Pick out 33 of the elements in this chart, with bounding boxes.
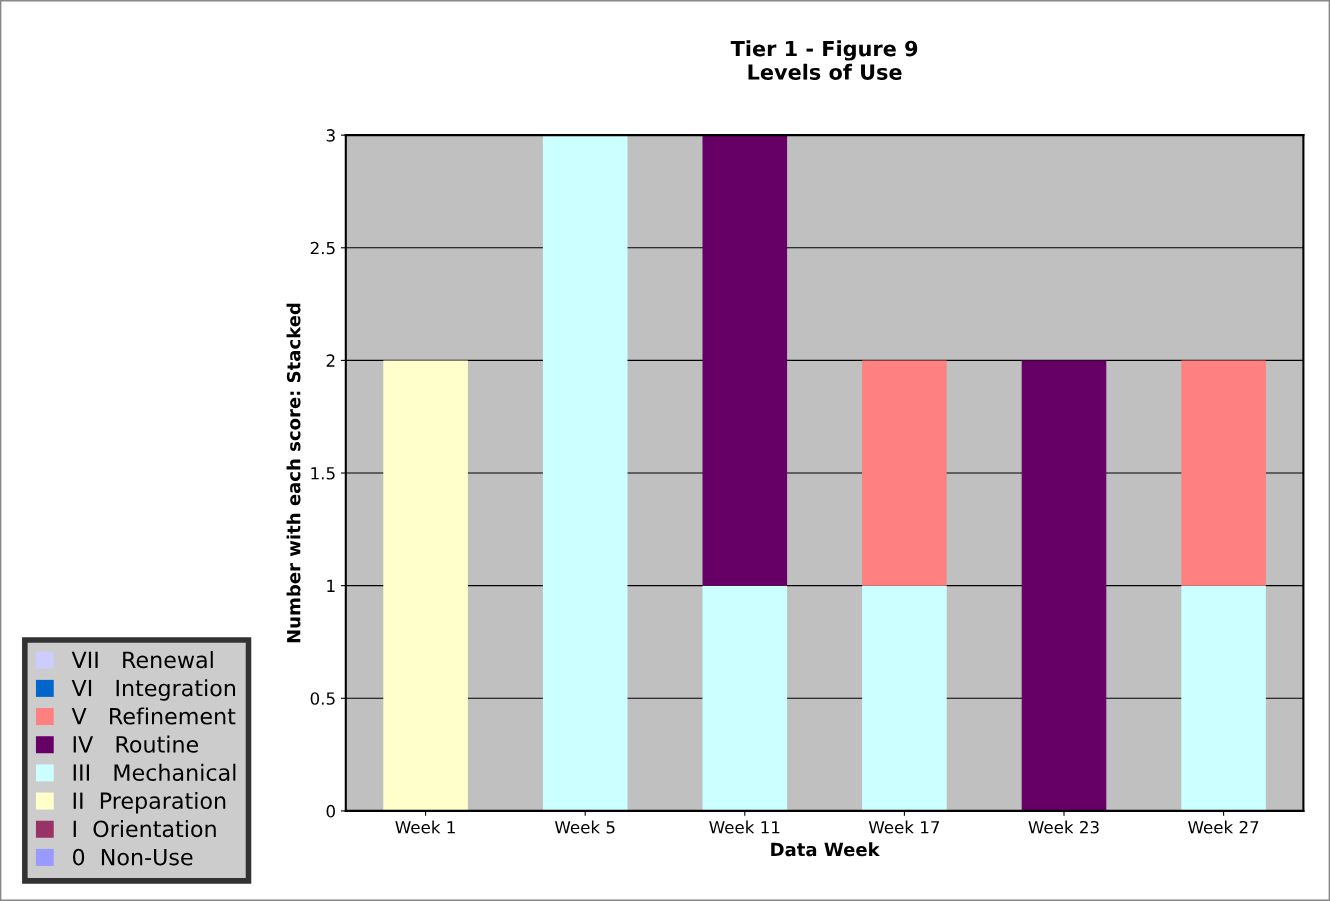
legend-label: III Mechanical [73, 763, 236, 781]
bar [862, 360, 947, 586]
bar [542, 135, 628, 811]
y-axis-title: Number with each score: Stacked [286, 303, 301, 643]
x-tick-label: Week 23 [1028, 820, 1099, 834]
legend-label: I Orientation [73, 820, 216, 838]
chart-title: Tier 1 - Figure 9 Levels of Use [730, 40, 918, 80]
x-tick-label: Week 1 [395, 820, 455, 834]
x-tick-label: Week 27 [1188, 820, 1259, 834]
x-tick-label: Week 5 [554, 820, 615, 834]
bar [1181, 585, 1266, 811]
bar [702, 585, 788, 811]
x-axis-title: Data Week [771, 842, 880, 857]
y-tick-label: 1 [327, 579, 335, 592]
x-tick-label: Week 17 [868, 820, 940, 834]
bar [702, 135, 788, 586]
y-tick-label: 2.5 [310, 241, 335, 255]
legend-label: II Preparation [73, 791, 226, 814]
legend-label: 0 Non-Use [72, 848, 193, 866]
legend-label: IV Routine [73, 735, 199, 753]
bar [383, 360, 468, 811]
y-tick-label: 2 [326, 354, 335, 367]
legend-label: V Refinement [71, 707, 236, 725]
bar [1181, 360, 1266, 586]
bar [1021, 360, 1107, 811]
y-tick-label: 3 [326, 129, 335, 142]
bar [862, 585, 947, 811]
y-tick-label: 1.5 [311, 467, 335, 480]
legend-label: VI Integration [71, 679, 236, 701]
x-tick-label: Week 11 [709, 820, 780, 834]
y-tick-label: 0 [326, 804, 335, 818]
legend-label: VII Renewal [71, 651, 213, 669]
y-tick-label: 0.5 [310, 692, 335, 705]
